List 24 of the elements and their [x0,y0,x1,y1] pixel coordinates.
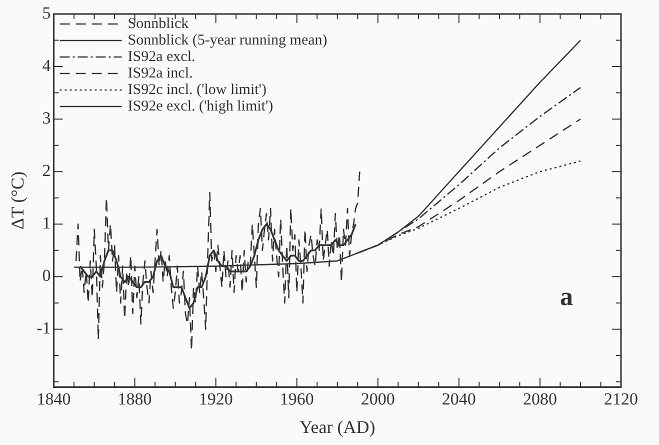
y-tick-label: 4 [42,56,52,76]
y-tick-label: -1 [36,318,51,338]
x-tick-label: 2000 [360,390,395,409]
legend-label: IS92a excl. [128,48,196,65]
y-tick-label: 0 [42,266,51,286]
x-tick-label: 2080 [522,390,557,409]
x-tick-label: 1960 [280,390,314,409]
y-tick-label: 1 [42,214,51,233]
x-tick-label: 2120 [604,390,638,409]
legend-label: IS92c incl. ('low limit') [128,82,266,98]
x-tick-label: 2040 [442,390,476,409]
legend-label: Sonnblick [128,16,190,32]
x-tick-label: 1920 [198,390,233,409]
annotation: a [560,282,573,311]
x-axis-title: Year (AD) [300,416,376,437]
x-tick-label: 1880 [118,390,152,409]
y-tick-label: 5 [42,3,51,22]
x-tick-label: 1840 [36,390,71,409]
y-axis-title: ΔT (°C) [8,172,28,230]
y-tick-label: 3 [42,108,51,128]
y-tick-label: 2 [42,161,51,180]
legend-label: IS92a incl. [128,65,193,82]
legend-label: Sonnblick (5-year running mean) [128,32,328,48]
legend-label: IS92e excl. ('high limit') [128,98,274,114]
